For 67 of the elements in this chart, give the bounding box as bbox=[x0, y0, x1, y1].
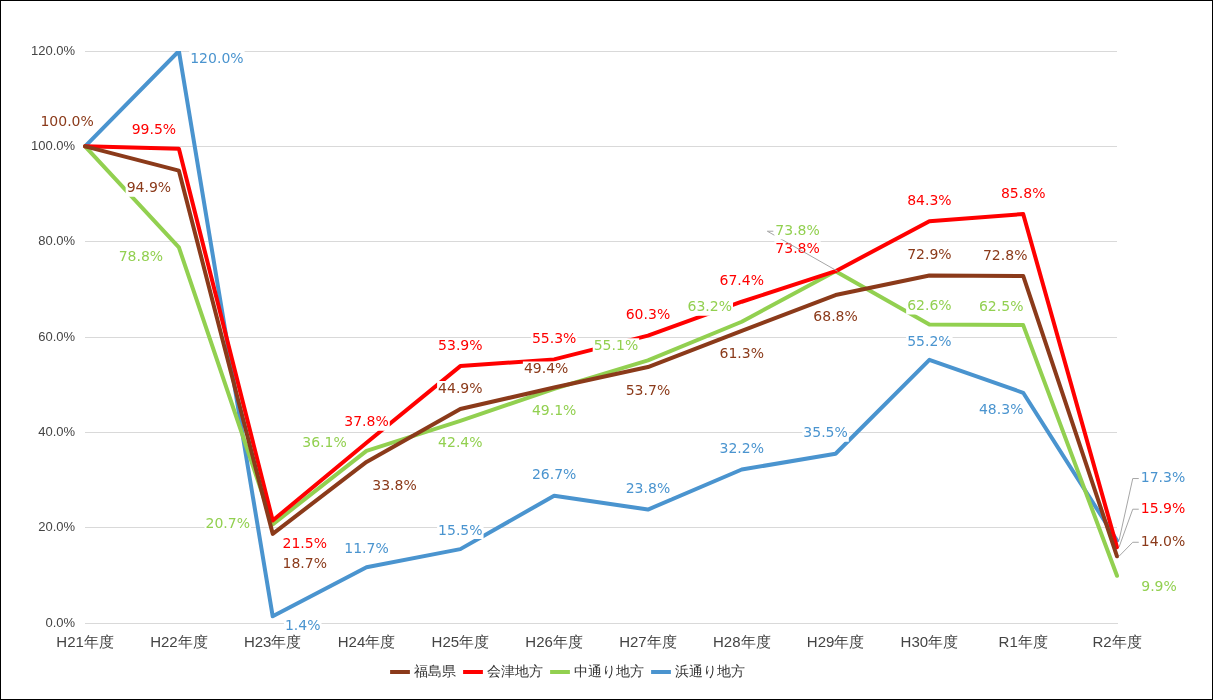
data-label: 9.9% bbox=[1141, 578, 1177, 595]
data-label: 48.3% bbox=[978, 401, 1024, 418]
data-label: 49.1% bbox=[531, 401, 577, 418]
x-tick-label: H26年度 bbox=[525, 633, 583, 651]
x-tick-label: H28年度 bbox=[712, 633, 771, 651]
data-label: 11.7% bbox=[344, 539, 389, 556]
data-label: 53.7% bbox=[625, 381, 671, 398]
y-tick-label: 0.0% bbox=[45, 614, 76, 630]
data-label: 99.5% bbox=[131, 121, 177, 138]
y-tick-label: 80.0% bbox=[38, 233, 76, 249]
data-label: 23.8% bbox=[625, 480, 671, 497]
data-label: 18.7% bbox=[282, 554, 327, 571]
x-tick-label: H27年度 bbox=[619, 633, 677, 651]
x-tick-label: H29年度 bbox=[806, 633, 865, 651]
data-label: 14.0% bbox=[1140, 532, 1186, 549]
y-tick-label: 40.0% bbox=[38, 423, 76, 439]
data-label: 72.8% bbox=[982, 246, 1028, 263]
data-label: 26.7% bbox=[531, 466, 577, 483]
data-label: 37.8% bbox=[344, 413, 389, 430]
legend-label: 浜通り地方 bbox=[675, 662, 745, 679]
data-label: 78.8% bbox=[118, 248, 164, 265]
x-tick-label: H30年度 bbox=[900, 633, 959, 651]
data-label: 61.3% bbox=[719, 345, 764, 362]
data-label: 85.8% bbox=[1000, 184, 1046, 201]
y-tick-label: 60.0% bbox=[38, 328, 76, 344]
data-label: 33.8% bbox=[372, 476, 417, 493]
data-label: 63.2% bbox=[687, 298, 732, 315]
data-label: 68.8% bbox=[813, 307, 858, 324]
legend-label: 会津地方 bbox=[487, 662, 543, 679]
data-label: 1.4% bbox=[284, 616, 321, 633]
data-label: 73.8% bbox=[775, 221, 820, 238]
data-label: 94.9% bbox=[126, 179, 172, 196]
y-tick-label: 120.0% bbox=[31, 42, 76, 58]
data-label: 120.0% bbox=[190, 49, 244, 66]
data-label: 55.1% bbox=[593, 337, 639, 353]
x-tick-label: R2年度 bbox=[1092, 633, 1142, 651]
data-label: 15.5% bbox=[438, 521, 483, 538]
data-label: 35.5% bbox=[803, 424, 848, 441]
x-tick-label: H25年度 bbox=[431, 633, 490, 651]
x-tick-label: H24年度 bbox=[337, 633, 396, 651]
data-label: 60.3% bbox=[625, 306, 671, 323]
data-label: 84.3% bbox=[907, 191, 952, 208]
legend-label: 中通り地方 bbox=[574, 662, 644, 679]
data-label: 44.9% bbox=[438, 379, 483, 396]
x-tick-label: H23年度 bbox=[243, 633, 302, 651]
data-label: 17.3% bbox=[1140, 469, 1186, 486]
data-label: 55.3% bbox=[531, 330, 577, 347]
data-label: 20.7% bbox=[205, 514, 250, 531]
x-tick-label: H22年度 bbox=[150, 633, 208, 651]
data-label: 32.2% bbox=[719, 440, 764, 457]
data-label: 53.9% bbox=[438, 336, 483, 353]
data-label: 73.8% bbox=[775, 239, 820, 256]
legend-label: 福島県 bbox=[414, 662, 456, 679]
y-tick-label: 20.0% bbox=[38, 519, 76, 535]
data-label: 62.5% bbox=[978, 297, 1024, 314]
data-label: 67.4% bbox=[719, 272, 764, 289]
data-label: 72.9% bbox=[907, 246, 952, 263]
data-label: 36.1% bbox=[302, 433, 347, 450]
data-label: 21.5% bbox=[282, 535, 327, 552]
data-label: 62.6% bbox=[907, 297, 952, 314]
data-label: 42.4% bbox=[438, 433, 483, 450]
data-label: 15.9% bbox=[1140, 499, 1186, 516]
x-tick-label: R1年度 bbox=[998, 633, 1048, 651]
data-label: 49.4% bbox=[523, 360, 569, 377]
y-tick-label: 100.0% bbox=[31, 137, 76, 153]
x-tick-label: H21年度 bbox=[56, 633, 114, 651]
data-label: 55.2% bbox=[907, 332, 952, 349]
